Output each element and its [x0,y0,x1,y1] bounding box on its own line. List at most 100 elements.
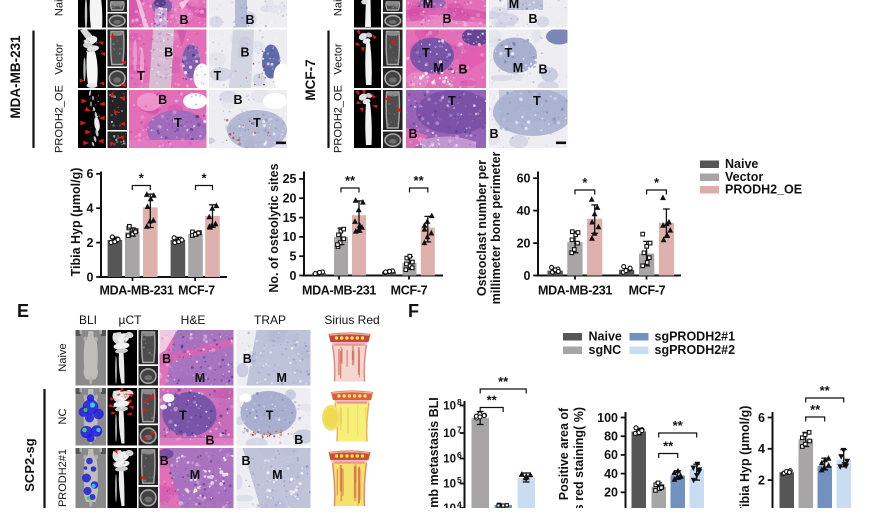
svg-text:T: T [422,46,430,60]
svg-text:25: 25 [283,172,297,186]
svg-text:M: M [423,0,433,11]
svg-text:PRODH2_OE: PRODH2_OE [333,85,345,153]
svg-text:10: 10 [443,454,456,466]
svg-text:Vector: Vector [725,170,763,184]
svg-text:B: B [458,63,467,77]
svg-text:10: 10 [443,428,456,440]
svg-text:B: B [243,352,252,366]
svg-text:M: M [276,371,286,385]
svg-text:MDA-MB-231: MDA-MB-231 [538,284,612,298]
svg-text:B: B [233,93,242,107]
svg-text:T: T [179,409,187,423]
svg-text:MCF-7: MCF-7 [629,284,666,298]
svg-text:B: B [158,93,167,107]
svg-text:10: 10 [443,401,456,413]
svg-text:M: M [433,61,443,75]
svg-text:No. of osteolytic sites: No. of osteolytic sites [267,163,281,292]
svg-text:Tibia Hyp (μmol/g): Tibia Hyp (μmol/g) [69,168,83,277]
svg-text:**: ** [498,374,509,389]
svg-text:60: 60 [604,448,618,462]
svg-text:PRODH2#1: PRODH2#1 [57,449,69,507]
svg-text:4: 4 [758,442,765,456]
svg-text:100: 100 [597,411,618,425]
svg-text:6: 6 [758,411,765,425]
svg-text:millimeter bone perimeter: millimeter bone perimeter [489,151,503,304]
svg-text:20: 20 [517,236,531,250]
svg-text:10: 10 [443,479,456,491]
svg-text:µCT: µCT [119,313,143,327]
svg-text:B: B [245,13,254,27]
svg-text:0: 0 [87,270,94,284]
svg-text:*: * [201,171,207,186]
svg-text:PRODH2_OE: PRODH2_OE [54,85,66,153]
svg-text:sgNC: sgNC [589,343,622,357]
svg-text:T: T [533,94,541,108]
svg-text:sgPRODH2#2: sgPRODH2#2 [655,343,736,357]
svg-text:MCF-7: MCF-7 [391,284,428,298]
svg-text:Vector: Vector [333,43,345,75]
svg-text:Sirius Red: Sirius Red [324,313,379,327]
svg-text:**: ** [820,383,831,398]
svg-text:B: B [538,63,547,77]
svg-text:Naive: Naive [333,0,345,16]
svg-text:Osteoclast number per: Osteoclast number per [475,160,489,296]
svg-text:**: ** [345,173,356,188]
svg-text:M: M [509,0,519,11]
svg-text:MDA-MB-231: MDA-MB-231 [8,35,23,119]
svg-text:15: 15 [283,211,297,225]
svg-text:20: 20 [604,486,618,500]
svg-text:**: ** [414,173,425,188]
svg-text:B: B [164,46,173,60]
svg-text:Sirius red staining( %): Sirius red staining( %) [572,407,586,508]
svg-text:*: * [139,171,145,186]
svg-text:4: 4 [457,500,462,509]
svg-text:80: 80 [604,430,618,444]
svg-text:8: 8 [457,397,462,407]
svg-text:2: 2 [758,473,765,487]
svg-text:Naive: Naive [54,0,66,16]
svg-text:B: B [489,127,498,141]
svg-text:5: 5 [290,250,297,264]
svg-text:*: * [582,175,588,190]
svg-text:Tibia Hyp (μmol/g): Tibia Hyp (μmol/g) [738,406,752,508]
svg-text:**: ** [663,439,674,454]
svg-text:10: 10 [283,230,297,244]
svg-text:Naive: Naive [589,330,622,344]
svg-text:M: M [513,61,523,75]
svg-text:Limb metastasis BLI: Limb metastasis BLI [427,397,441,508]
svg-text:5: 5 [457,475,462,485]
svg-text:60: 60 [517,172,531,186]
svg-text:40: 40 [604,467,618,481]
svg-text:T: T [214,69,222,83]
svg-text:B: B [179,13,188,27]
svg-text:NC: NC [57,409,69,425]
svg-text:MCF-7: MCF-7 [303,59,318,100]
svg-text:T: T [137,69,145,83]
svg-text:10: 10 [443,503,456,508]
svg-text:B: B [408,127,417,141]
svg-text:Naive: Naive [57,343,69,371]
svg-text:7: 7 [457,425,462,435]
svg-text:B: B [241,454,250,468]
svg-text:B: B [528,12,537,26]
svg-text:4: 4 [87,202,94,216]
svg-text:Positive area of: Positive area of [557,407,571,500]
svg-text:Naive: Naive [725,157,758,171]
svg-text:B: B [162,352,171,366]
svg-text:T: T [448,94,456,108]
svg-text:6: 6 [87,167,94,181]
svg-text:B: B [160,454,169,468]
svg-text:B: B [294,433,303,447]
svg-text:T: T [505,46,513,60]
svg-text:**: ** [810,402,821,417]
svg-text:Vector: Vector [54,43,66,75]
svg-text:B: B [442,12,451,26]
svg-text:**: ** [487,393,498,408]
svg-text:M: M [272,468,282,482]
svg-text:2: 2 [87,236,94,250]
svg-text:T: T [253,116,261,130]
svg-text:PRODH2_OE: PRODH2_OE [725,183,802,197]
svg-text:B: B [240,46,249,60]
svg-text:sgPRODH2#1: sgPRODH2#1 [655,330,736,344]
svg-text:40: 40 [517,204,531,218]
